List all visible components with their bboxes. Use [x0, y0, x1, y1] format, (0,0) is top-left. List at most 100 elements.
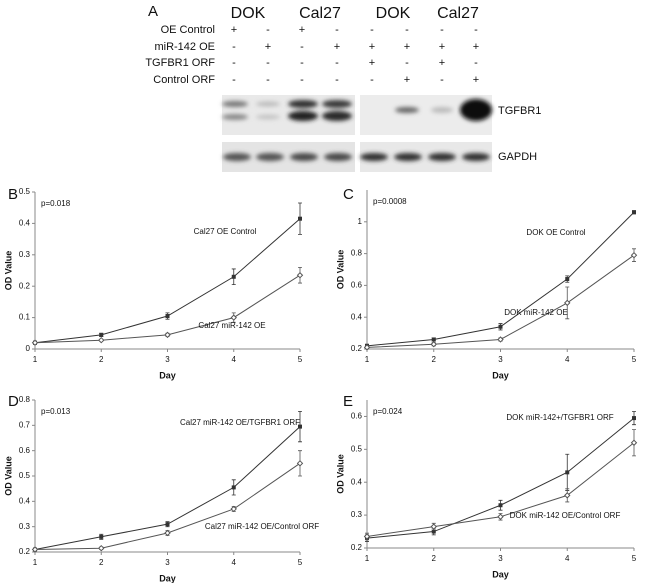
row-mark: - — [266, 24, 270, 36]
row-mark: - — [405, 24, 409, 36]
y-tick-label: 0.4 — [351, 312, 363, 321]
row-mark: - — [300, 57, 304, 69]
x-tick-label: 3 — [165, 355, 170, 364]
row-mark: - — [474, 57, 478, 69]
band — [394, 153, 422, 161]
x-tick-label: 2 — [432, 554, 437, 563]
band — [290, 153, 318, 161]
row-mark: - — [335, 57, 339, 69]
band — [256, 101, 280, 107]
series-label: Cal27 OE Control — [194, 227, 257, 236]
point — [99, 534, 104, 539]
row-mark: + — [334, 41, 340, 53]
series-line — [366, 442, 635, 537]
y-axis-title: OD Value — [3, 251, 13, 291]
point — [298, 216, 302, 221]
x-tick-label: 5 — [632, 355, 637, 364]
x-axis-title: Day — [492, 370, 509, 380]
p-value: p=0.024 — [373, 407, 403, 416]
point — [497, 513, 504, 520]
x-axis-title: Day — [159, 370, 176, 380]
x-tick-label: 3 — [498, 554, 503, 563]
point — [430, 523, 437, 530]
series-line — [34, 462, 301, 550]
point — [98, 337, 105, 344]
row-mark: - — [232, 41, 236, 53]
y-tick-label: 0.5 — [19, 187, 31, 196]
panel-label: C — [343, 186, 354, 203]
y-tick-label: 0.3 — [19, 250, 31, 259]
band — [460, 99, 492, 121]
row-label: miR-142 OE — [154, 41, 215, 53]
x-tick-label: 1 — [33, 558, 38, 567]
row-mark: + — [299, 24, 305, 36]
row-label: Control ORF — [153, 74, 215, 86]
band — [462, 153, 490, 161]
y-tick-label: 0.6 — [19, 446, 31, 455]
series-label: Cal27 miR-142 OE — [198, 321, 265, 330]
band — [431, 107, 453, 113]
y-tick-label: 0.7 — [19, 420, 31, 429]
p-value: p=0.018 — [41, 199, 71, 208]
point — [363, 533, 371, 540]
x-tick-label: 2 — [99, 355, 104, 364]
point — [564, 492, 571, 499]
y-tick-label: 0.6 — [351, 412, 363, 421]
row-mark: - — [370, 74, 374, 86]
series-label: Cal27 miR-142 OE/Control ORF — [205, 522, 319, 531]
y-tick-label: 0.8 — [351, 249, 363, 258]
point — [231, 485, 236, 490]
band — [395, 107, 419, 113]
y-tick-label: 0.5 — [19, 471, 31, 480]
band — [222, 101, 248, 107]
point — [565, 277, 570, 282]
row-mark: - — [300, 41, 304, 53]
y-tick-label: 0.2 — [351, 344, 363, 353]
panel-label: E — [343, 393, 353, 410]
row-mark: - — [474, 24, 478, 36]
x-axis-title: Day — [492, 569, 509, 579]
x-tick-label: 1 — [365, 554, 370, 563]
point — [498, 324, 503, 329]
x-tick-label: 5 — [632, 554, 637, 563]
blot-frames — [222, 95, 492, 172]
y-axis-title: OD Value — [3, 456, 13, 496]
p-value: p=0.013 — [41, 407, 71, 416]
point — [564, 299, 571, 307]
point — [164, 529, 171, 537]
point — [431, 529, 436, 534]
point — [565, 470, 570, 475]
point — [498, 503, 503, 508]
y-tick-label: 0.4 — [19, 496, 31, 505]
row-mark: + — [369, 41, 375, 53]
point — [296, 460, 304, 467]
point — [230, 314, 237, 321]
y-tick-label: 0.6 — [351, 281, 363, 290]
row-mark: - — [300, 74, 304, 86]
y-tick-label: 0.4 — [351, 477, 363, 486]
point — [497, 336, 504, 343]
blot-bands — [222, 99, 492, 161]
point — [230, 505, 237, 513]
group-header: Cal27 — [299, 5, 341, 22]
y-tick-label: 0.3 — [19, 522, 31, 531]
row-mark: + — [473, 74, 479, 86]
point — [630, 439, 638, 446]
y-tick-label: 0.3 — [351, 510, 363, 519]
row-mark: - — [440, 74, 444, 86]
row-label: TGFBR1 ORF — [145, 57, 215, 69]
point — [164, 331, 171, 339]
band — [322, 111, 352, 121]
point — [363, 344, 371, 351]
band — [360, 153, 388, 161]
row-mark: + — [404, 74, 410, 86]
point — [99, 332, 104, 337]
row-mark: + — [265, 41, 271, 53]
row-mark: - — [232, 74, 236, 86]
band — [288, 100, 318, 108]
x-tick-label: 3 — [165, 558, 170, 567]
x-tick-label: 4 — [565, 554, 570, 563]
series-label: DOK miR-142+/TGFBR1 ORF — [506, 413, 613, 422]
y-tick-label: 0.2 — [351, 543, 363, 552]
series-line — [366, 254, 635, 348]
